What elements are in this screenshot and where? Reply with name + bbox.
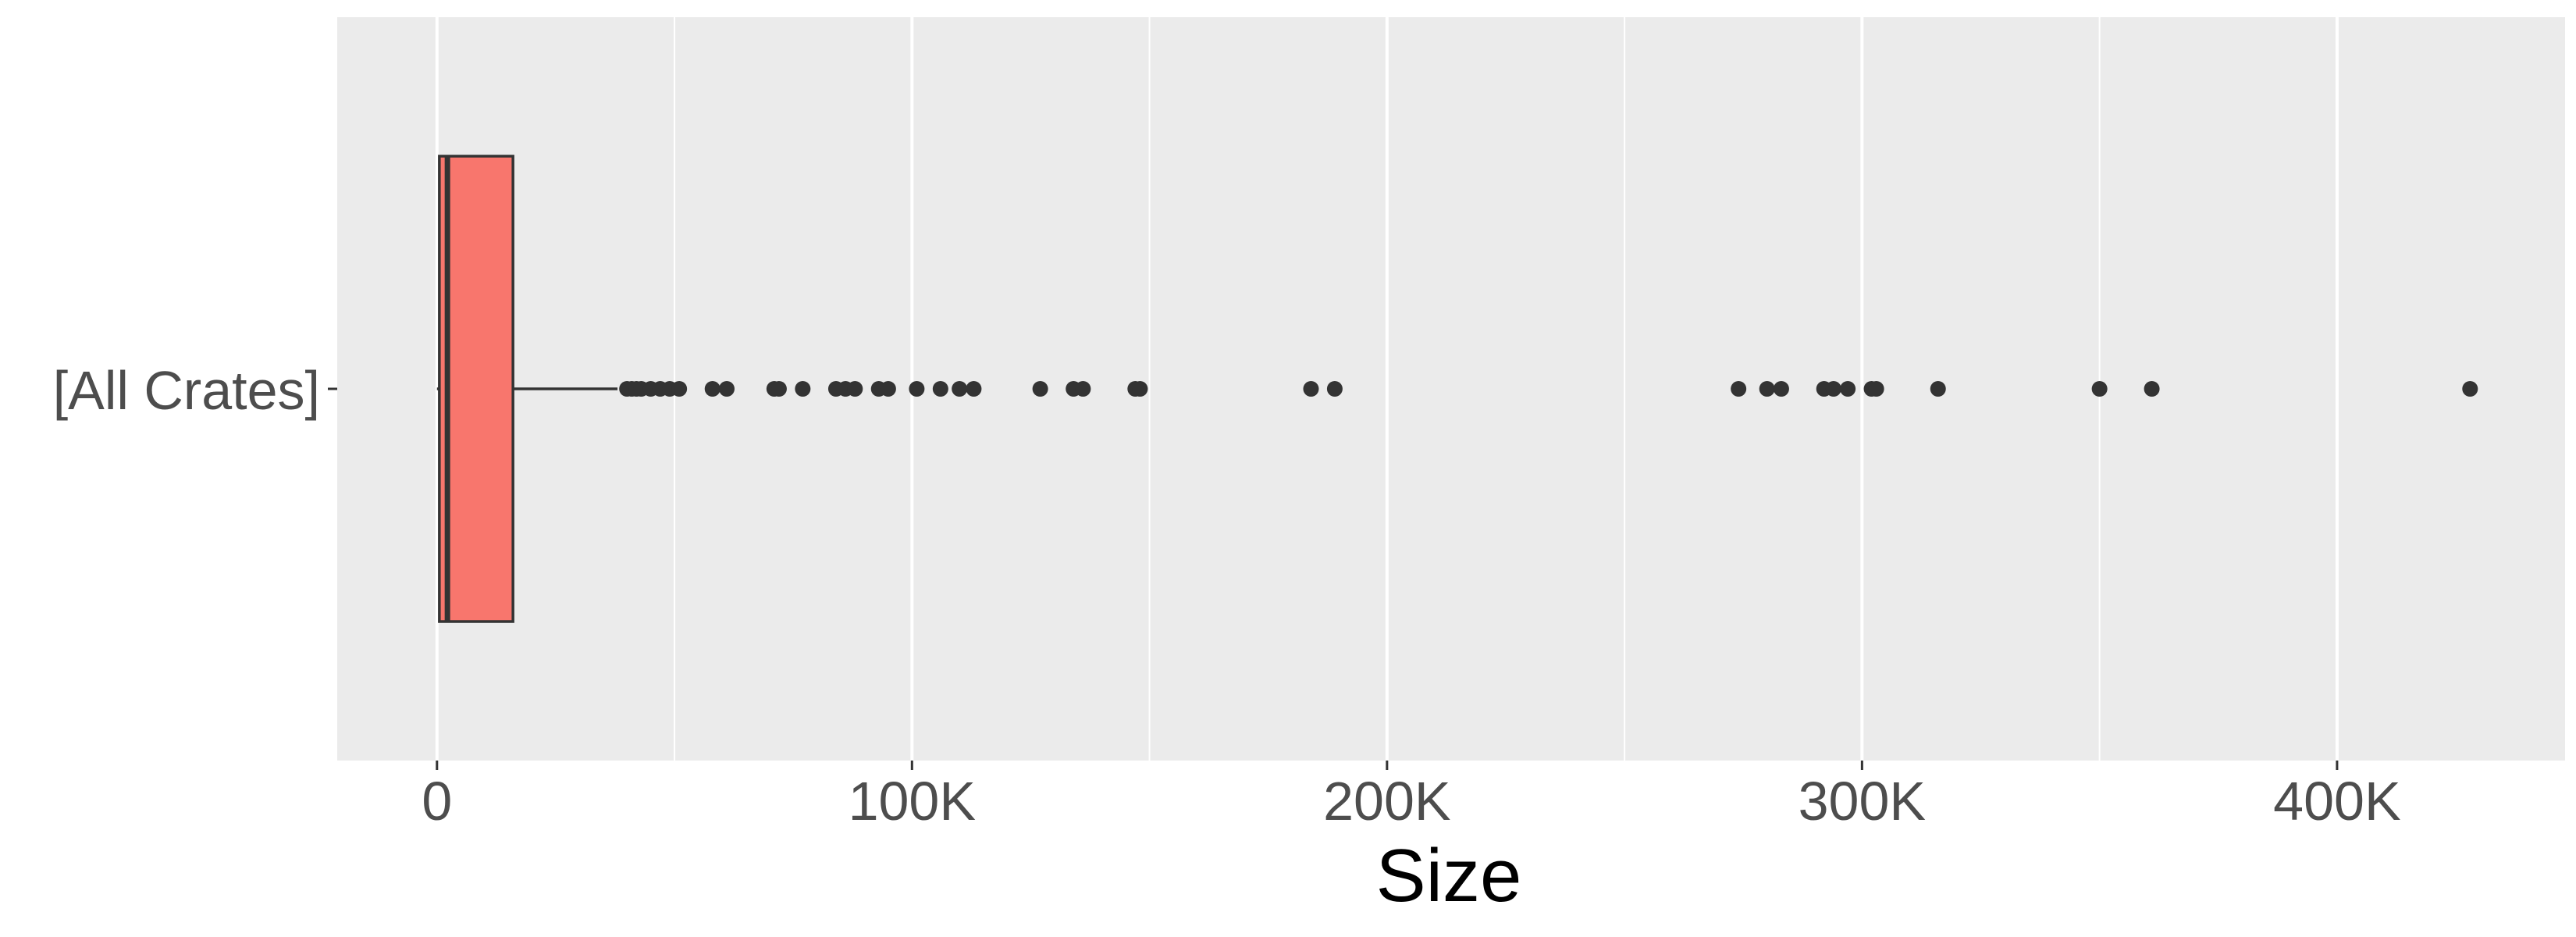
outlier-point (2144, 381, 2160, 397)
outlier-point (2462, 381, 2478, 397)
outlier-point (1075, 381, 1091, 397)
y-tick-label: [All Crates] (53, 360, 320, 421)
outlier-point (1032, 381, 1048, 397)
outlier-point (718, 381, 735, 397)
outlier-point (1326, 381, 1343, 397)
interquartile-box (438, 155, 514, 623)
outlier-points (619, 381, 2478, 397)
outlier-point (880, 381, 896, 397)
outlier-point (1930, 381, 1946, 397)
outlier-point (1132, 381, 1148, 397)
x-tick-label: 0 (422, 771, 452, 832)
outlier-point (2091, 381, 2108, 397)
x-tick-label: 400K (2273, 771, 2400, 832)
x-tick-label: 300K (1799, 771, 1926, 832)
outlier-point (1731, 381, 1747, 397)
outlier-point (795, 381, 811, 397)
outlier-point (1840, 381, 1856, 397)
outlier-point (909, 381, 925, 397)
outlier-point (952, 381, 968, 397)
outlier-point (932, 381, 948, 397)
x-tick-label: 100K (849, 771, 976, 832)
outlier-point (704, 381, 720, 397)
x-axis: 0 100K 200K 300K 400K (422, 761, 2401, 832)
outlier-point (1868, 381, 1884, 397)
outlier-point (1303, 381, 1319, 397)
x-axis-title: Size (1376, 834, 1522, 917)
outlier-point (671, 381, 688, 397)
outlier-point (847, 381, 863, 397)
boxplot-series (436, 155, 618, 623)
y-axis: [All Crates] (53, 360, 337, 421)
outlier-point (1759, 381, 1775, 397)
x-tick-label: 200K (1323, 771, 1450, 832)
outlier-point (1825, 381, 1841, 397)
outlier-point (1773, 381, 1789, 397)
outlier-point (966, 381, 982, 397)
outlier-point (770, 381, 787, 397)
